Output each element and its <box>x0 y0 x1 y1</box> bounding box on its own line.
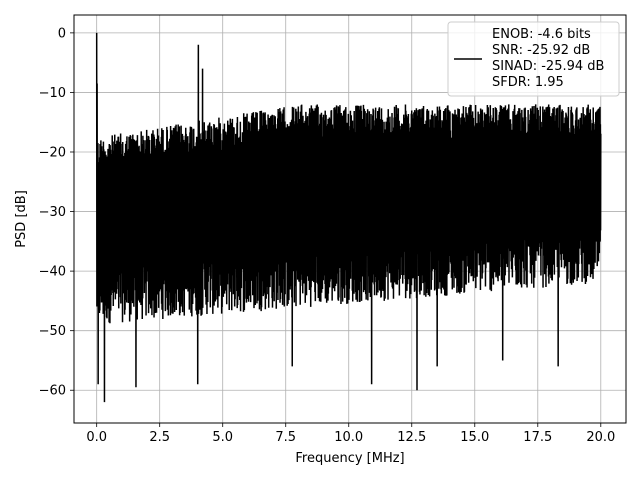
y-tick-label: −50 <box>39 324 66 339</box>
x-tick-label: 20.0 <box>586 430 615 445</box>
x-axis: 0.0 2.5 5.0 7.5 10.0 12.5 15.0 17.5 20.0 <box>86 423 615 445</box>
x-tick-label: 7.5 <box>275 430 296 445</box>
x-tick-label: 15.0 <box>460 430 489 445</box>
x-tick-label: 2.5 <box>149 430 170 445</box>
plot-area <box>95 32 602 403</box>
y-tick-label: 0 <box>58 26 66 41</box>
legend-entry-sfdr: SFDR: 1.95 <box>492 75 564 90</box>
legend-box <box>447 21 620 97</box>
y-tick-label: −60 <box>39 384 66 399</box>
axes-frame <box>73 14 627 424</box>
x-tick-label: 17.5 <box>523 430 552 445</box>
y-tick-label: −30 <box>39 205 66 220</box>
legend-entry-sinad: SINAD: -25.94 dB <box>492 59 604 74</box>
legend: ENOB: -4.6 bits SNR: -25.92 dB SINAD: -2… <box>447 21 620 97</box>
x-tick-label: 5.0 <box>212 430 233 445</box>
y-tick-label: −10 <box>39 86 66 101</box>
y-tick-label: −20 <box>39 145 66 160</box>
y-axis-label: PSD [dB] <box>14 190 29 248</box>
x-axis-label: Frequency [MHz] <box>295 451 404 466</box>
legend-entry-snr: SNR: -25.92 dB <box>492 43 590 58</box>
y-tick-label: −40 <box>39 265 66 280</box>
x-tick-label: 12.5 <box>397 430 426 445</box>
y-axis: 0 −10 −20 −30 −40 −50 −60 <box>39 26 74 399</box>
x-tick-label: 10.0 <box>334 430 363 445</box>
psd-series-line <box>95 32 602 403</box>
x-tick-label: 0.0 <box>86 430 107 445</box>
legend-entry-enob: ENOB: -4.6 bits <box>492 27 591 42</box>
